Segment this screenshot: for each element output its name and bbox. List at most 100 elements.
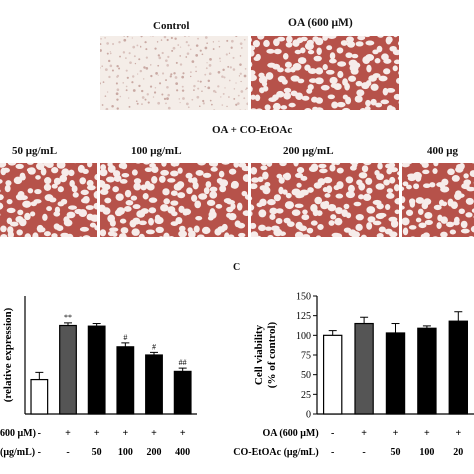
cell-speck	[182, 97, 185, 100]
cell-speck	[116, 64, 119, 68]
lipid-droplet	[362, 56, 371, 65]
condition-mark: +	[455, 428, 461, 439]
lipid-droplet	[155, 226, 164, 234]
lipid-droplet	[300, 175, 308, 181]
cell-speck	[171, 49, 174, 52]
cell-speck	[201, 53, 204, 56]
lipid-droplet	[353, 201, 362, 207]
cell-speck	[100, 82, 101, 85]
lipid-droplet	[267, 235, 274, 237]
bar	[322, 334, 343, 415]
lipid-droplet	[114, 209, 123, 217]
cell-speck	[140, 46, 142, 48]
lipid-droplet	[376, 173, 384, 181]
lipid-droplet	[388, 167, 399, 173]
lipid-droplet	[251, 86, 253, 93]
cell-speck	[158, 56, 162, 60]
lipid-droplet	[100, 188, 109, 196]
condition-mark: -	[331, 447, 334, 458]
cell-speck	[218, 57, 221, 60]
lipid-droplet	[252, 40, 260, 48]
lipid-droplet	[203, 187, 210, 195]
lipid-droplet	[290, 75, 300, 82]
cell-speck	[196, 95, 200, 99]
cell-speck	[147, 101, 150, 104]
lipid-droplet	[9, 221, 19, 227]
lipid-droplet	[314, 196, 323, 205]
lipid-droplet	[45, 163, 54, 168]
cell-speck	[195, 44, 199, 47]
cell-speck	[238, 75, 241, 77]
condition-row-label: OA (600 μM)	[262, 428, 318, 439]
lipid-droplet	[329, 164, 336, 172]
micrograph-50	[0, 163, 97, 237]
lipid-droplet	[316, 47, 322, 56]
lipid-droplet	[266, 163, 273, 167]
lipid-droplet	[389, 176, 396, 184]
lipid-droplet	[393, 184, 399, 192]
lipid-droplet	[102, 207, 111, 215]
lipid-droplet	[324, 193, 331, 198]
cell-speck	[230, 46, 233, 49]
lipid-droplet	[109, 227, 119, 232]
lipid-droplet	[6, 217, 13, 225]
lipid-droplet	[178, 230, 188, 237]
cell-speck	[244, 67, 247, 70]
lipid-droplet	[233, 163, 240, 168]
lipid-droplet	[68, 169, 75, 177]
cell-speck	[199, 80, 202, 83]
lipid-droplet	[0, 234, 8, 237]
lipid-droplet	[366, 187, 373, 194]
lipid-droplet	[86, 179, 94, 187]
lipid-droplet	[32, 232, 39, 237]
cell-speck	[141, 103, 143, 105]
cell-speck	[128, 97, 130, 99]
bar	[173, 370, 192, 415]
lipid-droplet	[236, 202, 243, 211]
y-tick-label: 50	[301, 370, 311, 381]
lipid-droplet	[238, 232, 246, 237]
lipid-droplet	[195, 170, 204, 176]
cell-speck	[189, 48, 192, 51]
lipid-droplet	[17, 209, 24, 216]
lipid-droplet	[173, 183, 183, 191]
cell-speck	[109, 51, 111, 53]
lipid-droplet	[251, 108, 257, 110]
cell-speck	[116, 107, 119, 110]
lipid-droplet	[265, 226, 272, 231]
cell-speck	[217, 70, 221, 74]
cell-speck	[157, 64, 160, 67]
condition-row-label: (μg/mL)	[0, 447, 35, 458]
cell-speck	[204, 46, 208, 50]
lipid-droplet	[358, 194, 365, 200]
lipid-droplet	[336, 101, 346, 108]
lipid-droplet	[258, 224, 267, 232]
lipid-droplet	[315, 107, 324, 110]
lipid-droplet	[44, 177, 52, 185]
lipid-droplet	[300, 47, 306, 54]
lipid-droplet	[384, 204, 391, 211]
lipid-droplet	[375, 183, 385, 190]
cell-speck	[204, 85, 206, 88]
lipid-droplet	[29, 211, 36, 217]
cell-speck	[227, 65, 230, 68]
lipid-droplet	[350, 68, 359, 75]
lipid-droplet	[393, 59, 399, 65]
cell-speck	[204, 73, 207, 76]
lipid-droplet	[244, 194, 248, 200]
lipid-droplet	[140, 184, 147, 191]
lipid-droplet	[345, 212, 352, 219]
lipid-droplet	[279, 163, 287, 167]
cell-speck	[108, 59, 111, 63]
lipid-droplet	[366, 206, 376, 214]
lipid-droplet	[242, 174, 248, 182]
lipid-droplet	[377, 212, 387, 218]
lipid-droplet	[422, 232, 430, 237]
lipid-droplet	[422, 169, 430, 175]
lipid-droplet	[320, 201, 329, 210]
cell-speck	[126, 36, 129, 38]
lipid-droplet	[188, 230, 196, 237]
lipid-droplet	[51, 183, 58, 189]
cell-speck	[212, 41, 215, 43]
lipid-droplet	[308, 165, 318, 172]
